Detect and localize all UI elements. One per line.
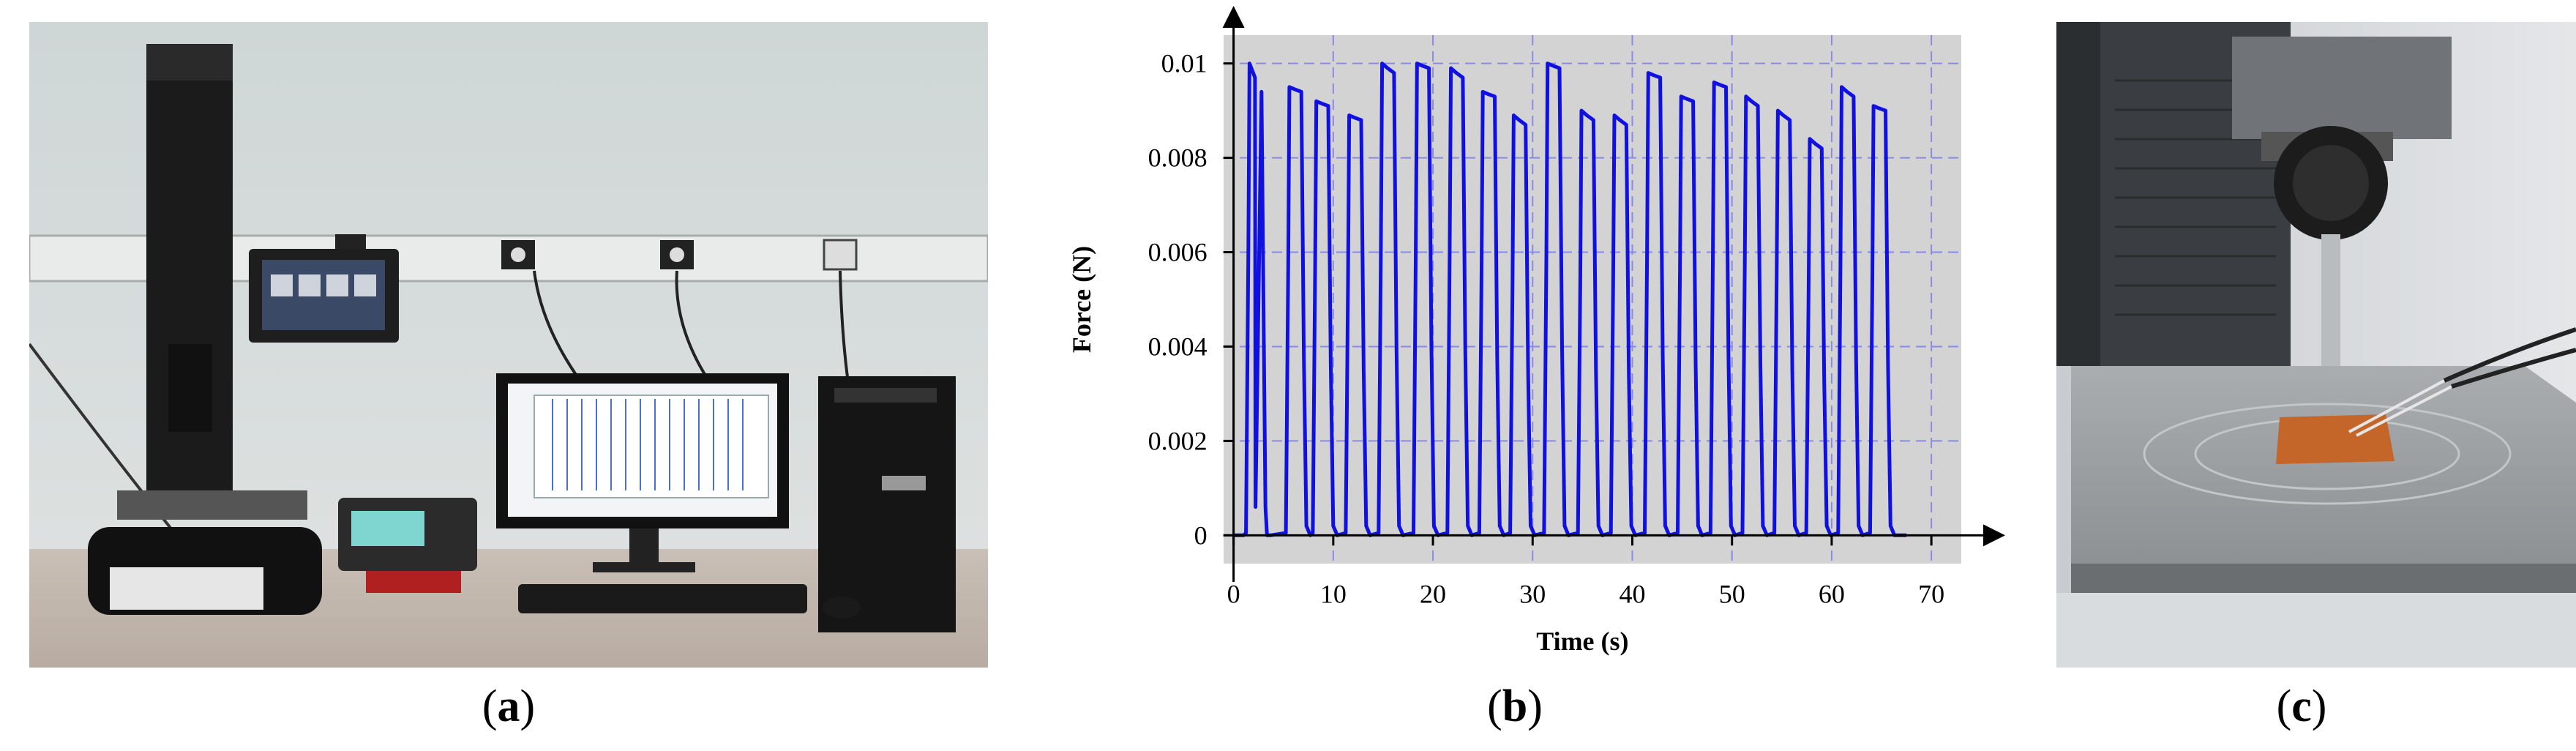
tick-labels: 0 10 20 30 40 50 60 70 0 0.002 0.004 0.006 0.008 0.01 [1148, 49, 1945, 609]
x-axis-label: Time (s) [1536, 627, 1628, 656]
force-line [1233, 61, 1907, 537]
chart-svg: 0 10 20 30 40 50 60 70 0 0.002 0.004 0.006 0.008 0.01… [1067, 6, 2005, 656]
x-tick-label: 40 [1619, 579, 1645, 608]
y-tick-label: 0 [1194, 520, 1208, 550]
test-setup-illustration [29, 22, 988, 668]
y-tick-label: 0.008 [1148, 143, 1208, 173]
axes [1222, 6, 2005, 582]
x-tick-label: 30 [1519, 579, 1546, 608]
caption-a: (a) [482, 681, 536, 731]
y-axis-label: Force (N) [1067, 246, 1096, 353]
photo-sensor-platen [2056, 22, 2576, 668]
y-tick-label: 0.004 [1148, 332, 1208, 361]
x-tick-label: 50 [1719, 579, 1745, 608]
sensor-platen-illustration [2056, 22, 2576, 668]
y-tick-label: 0.01 [1161, 49, 1208, 78]
force-time-chart: 0 10 20 30 40 50 60 70 0 0.002 0.004 0.006 0.008 0.01… [1039, 0, 2020, 751]
x-tick-label: 20 [1420, 579, 1446, 608]
caption-c: (c) [2276, 681, 2327, 731]
y-tick-label: 0.002 [1148, 426, 1208, 455]
x-tick-label: 10 [1320, 579, 1347, 608]
x-tick-label: 0 [1227, 579, 1240, 608]
force-series [1233, 61, 1907, 537]
photo-test-setup [29, 22, 988, 668]
x-tick-label: 70 [1918, 579, 1944, 608]
x-tick-label: 60 [1819, 579, 1845, 608]
y-tick-label: 0.006 [1148, 238, 1208, 267]
caption-b: (b) [1487, 681, 1543, 731]
